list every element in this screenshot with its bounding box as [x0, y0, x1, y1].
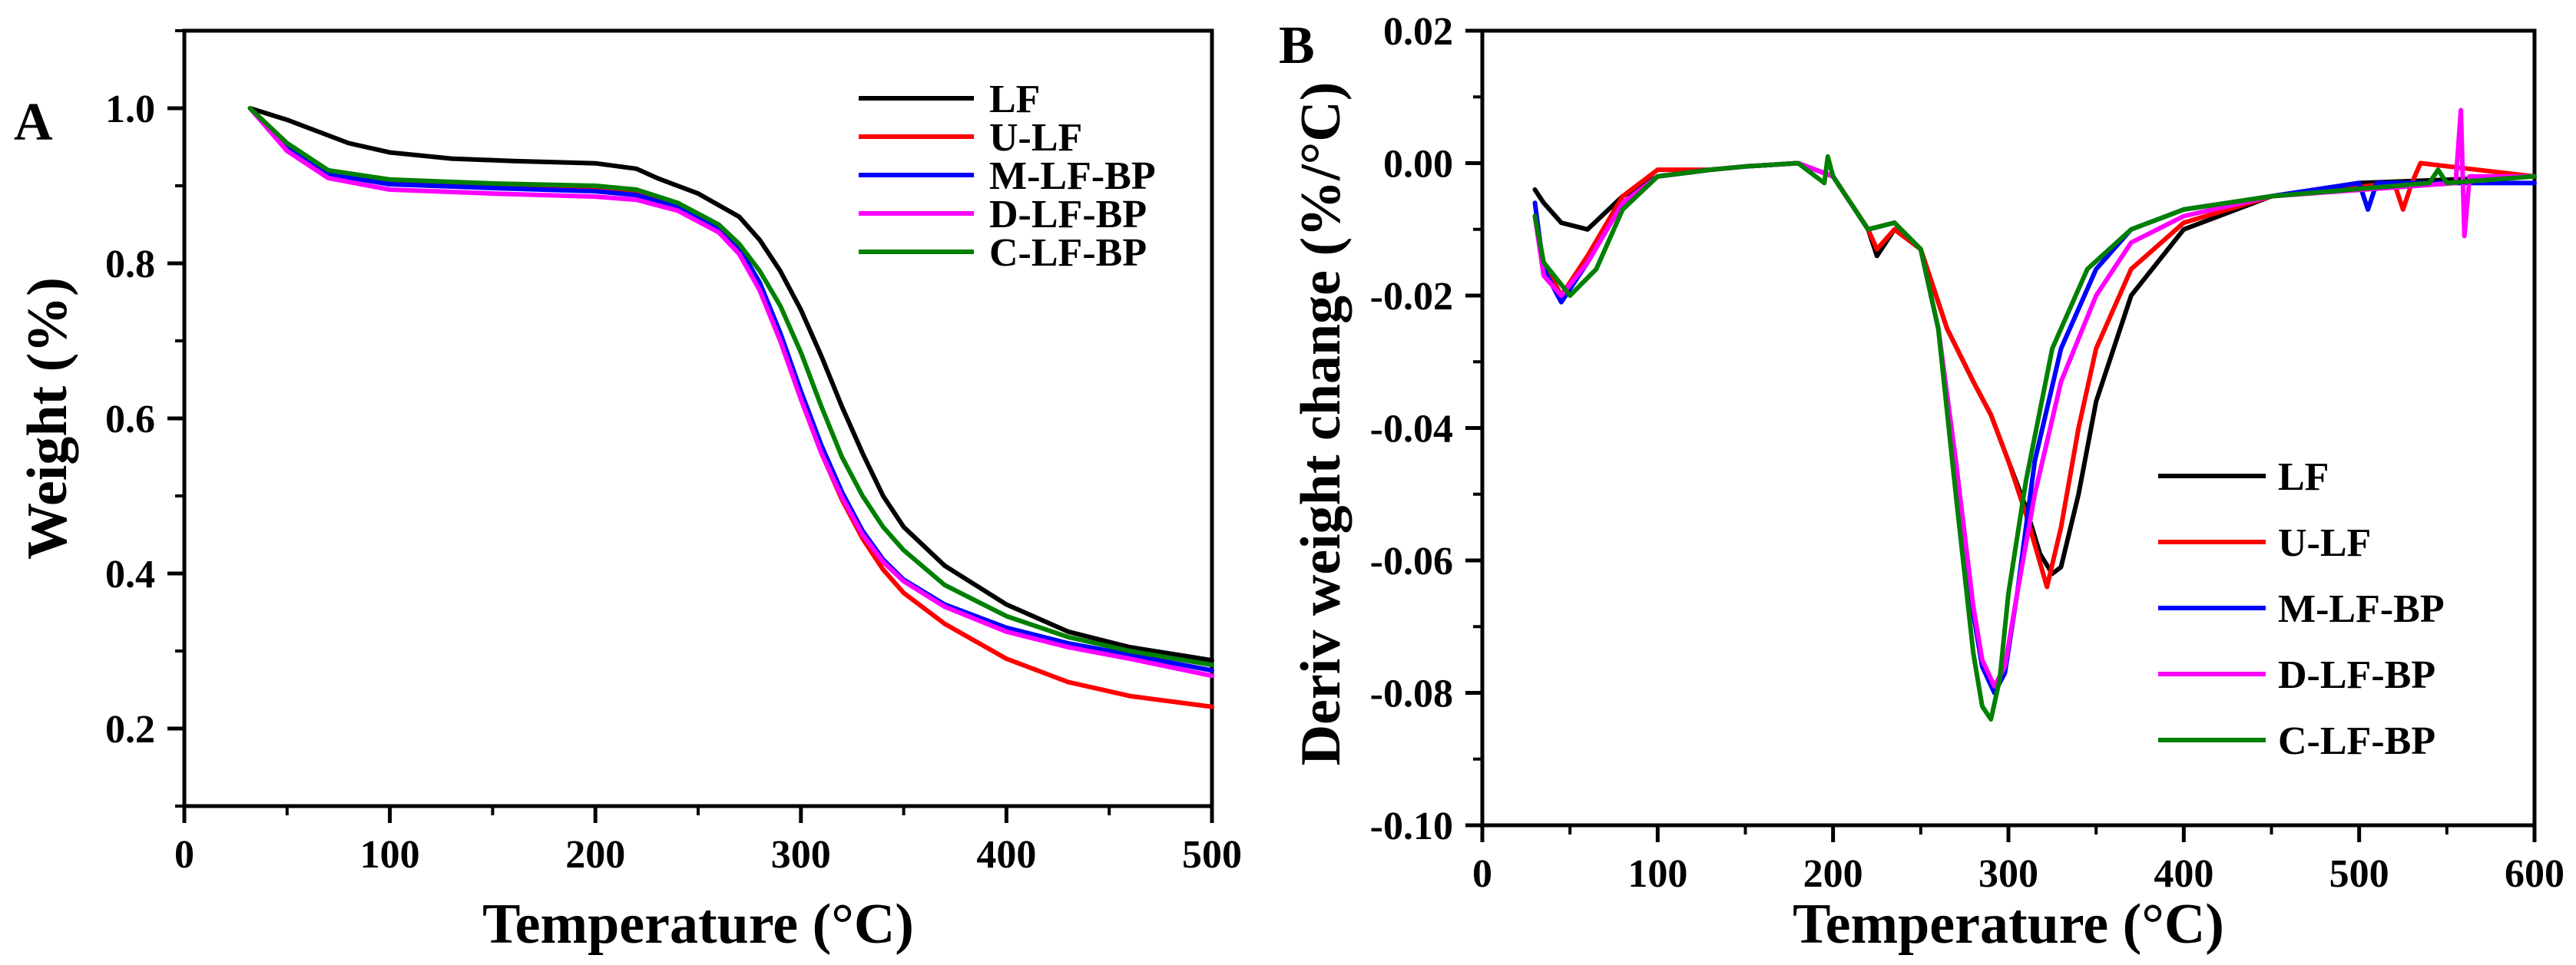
panel-b-x-tick-label: 500	[2329, 852, 2389, 896]
panel-b-series-line-c-lf-bp	[1532, 154, 2537, 722]
panel-b-legend-label-d-lf-bp: D-LF-BP	[2278, 653, 2435, 697]
panel-b-y-tick-label: 0.00	[1383, 143, 1453, 187]
panel-b-plot-frame	[1480, 28, 2537, 828]
panel-b-x-tick-label: 100	[1627, 852, 1687, 896]
panel-a-x-tick-label: 300	[771, 833, 831, 877]
panel-a-legend: LFU-LFM-LF-BPD-LF-BPC-LF-BP	[859, 78, 1156, 275]
panel-b-legend-label-m-lf-bp: M-LF-BP	[2278, 587, 2445, 631]
panel-b-y-tick-label: -0.06	[1370, 540, 1453, 583]
panel-b-x-axis-title: Temperature (°C)	[1793, 893, 2224, 956]
panel-b-y-tick-label: -0.10	[1370, 805, 1453, 848]
panel-a-series-line-d-lf-bp	[247, 106, 1214, 679]
panel-a-legend-label-d-lf-bp: D-LF-BP	[989, 193, 1147, 236]
panel-b-series-line-lf	[1532, 160, 2537, 577]
panel-a-x-tick-label: 0	[174, 833, 194, 877]
panel-a-legend-label-u-lf: U-LF	[989, 116, 1082, 160]
panel-a-legend-label-lf: LF	[989, 78, 1040, 121]
panel-a-y-tick-label: 0.8	[105, 243, 155, 286]
panel-b-x-tick-label: 400	[2154, 852, 2213, 896]
panel-b-legend-label-u-lf: U-LF	[2278, 521, 2371, 565]
panel-a-y-axis-title: Weight (%)	[16, 277, 79, 560]
panel-b-y-tick-label: -0.02	[1370, 275, 1453, 319]
panel-a-series-line-lf	[247, 106, 1214, 663]
panel-a-legend-label-m-lf-bp: M-LF-BP	[989, 154, 1156, 198]
panel-b-series-line-u-lf	[1532, 160, 2537, 590]
panel-a-legend-label-c-lf-bp: C-LF-BP	[989, 231, 1147, 275]
panel-a-x-tick-label: 400	[976, 833, 1036, 877]
panel-a-y-tick-label: 0.6	[105, 398, 155, 441]
panel-a-series-line-c-lf-bp	[247, 106, 1214, 668]
panel-a-chart: 0 100 200 300 400 500 0.2 0.4 0.6 0.8 1.0 Temperatu…	[14, 28, 1242, 956]
panel-b-y-axis-title: Deriv weight change (%/°C)	[1290, 82, 1353, 766]
panel-b-y-tick-label: 0.02	[1383, 10, 1453, 54]
panel-b-x-tick-label: 0	[1472, 852, 1492, 896]
panel-b-y-tick-label: -0.04	[1370, 408, 1453, 451]
panel-b-x-tick-label: 200	[1803, 852, 1863, 896]
panel-b-legend: LF U-LF M-LF-BP D-LF-BP C-LF-BP	[2158, 455, 2445, 763]
panel-a-y-tick-label: 0.4	[105, 553, 155, 597]
panel-a-panel-letter: A	[14, 93, 53, 152]
panel-b-x-tick-label: 300	[1978, 852, 2038, 896]
panel-b-y-tick-label: -0.08	[1370, 673, 1453, 716]
panel-b-x-tick-label: 600	[2505, 852, 2564, 896]
panel-a-x-tick-label: 100	[360, 833, 420, 877]
panel-b-legend-label-c-lf-bp: C-LF-BP	[2278, 719, 2435, 763]
panel-a-y-tick-label: 0.2	[105, 708, 155, 752]
panel-a-x-tick-label: 200	[565, 833, 625, 877]
panel-b-chart: 0 100 200 300 400 500 600 -0.10 -0.08 -0.06 -0.04 -…	[1279, 10, 2564, 956]
panel-a-series-line-m-lf-bp	[247, 106, 1214, 673]
panel-b-panel-letter: B	[1279, 16, 1315, 75]
panel-a-x-axis-title: Temperature (°C)	[482, 893, 914, 956]
panel-b-legend-label-lf: LF	[2278, 455, 2329, 499]
panel-a-y-tick-label: 1.0	[105, 88, 155, 131]
panel-a-x-tick-label: 500	[1182, 833, 1242, 877]
